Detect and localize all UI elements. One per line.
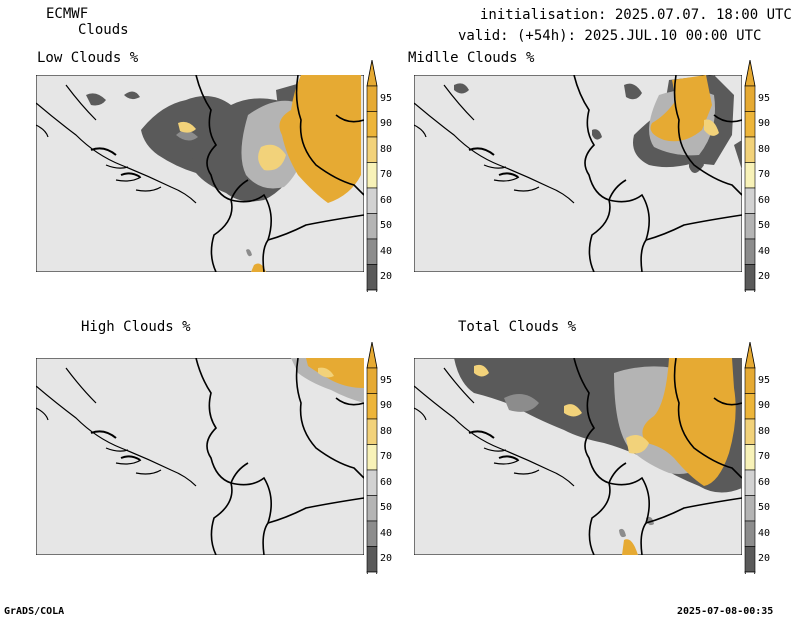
model-name: ECMWF (46, 6, 89, 22)
colorbar-label: 60 (380, 194, 393, 206)
colorbar-label: 70 (380, 169, 393, 181)
panel-title-total: Total Clouds % (458, 319, 577, 335)
panel-title-high: High Clouds % (81, 319, 191, 335)
colorbar-label: 70 (380, 451, 393, 463)
colorbar-label: 20 (758, 553, 771, 565)
colorbar-under-triangle (744, 289, 756, 315)
colorbar-label: 40 (380, 245, 393, 257)
colorbar-segment (744, 238, 756, 265)
init-time: initialisation: 2025.07.07. 18:00 UTC (480, 7, 792, 23)
colorbar-segment (366, 85, 378, 112)
colorbar-label: 95 (380, 374, 393, 386)
colorbar-segment (366, 367, 378, 394)
map-total-svg (414, 358, 742, 555)
colorbar-label: 50 (758, 502, 771, 514)
map-total-clouds (414, 358, 742, 555)
colorbar-label: 20 (758, 271, 771, 283)
colorbar-segment (366, 264, 378, 291)
colorbar-segment (366, 238, 378, 265)
colorbar-segment (744, 213, 756, 240)
map-low-svg (36, 75, 364, 272)
colorbar-segment (366, 546, 378, 573)
colorbar-label: 95 (758, 92, 771, 104)
colorbar-segment (744, 469, 756, 496)
colorbar-over-triangle (744, 59, 756, 87)
colorbar-segment (366, 136, 378, 163)
colorbar-top-right: 95 90 80 70 60 50 40 20 (744, 59, 780, 315)
colorbar-segment (744, 546, 756, 573)
colorbar-label: 90 (380, 400, 393, 412)
colorbar-label: 90 (758, 118, 771, 130)
colorbar-svg (744, 59, 756, 315)
colorbar-segment (744, 264, 756, 291)
colorbar-label: 90 (758, 400, 771, 412)
footer-timestamp: 2025-07-08-00:35 (677, 606, 774, 617)
colorbar-segment (744, 162, 756, 189)
colorbar-label: 40 (758, 527, 771, 539)
colorbar-segment (366, 187, 378, 214)
colorbar-segment (744, 187, 756, 214)
product-name: Clouds (78, 22, 129, 38)
colorbar-bottom-right: 95 90 80 70 60 50 40 20 (744, 341, 780, 597)
colorbar-under-triangle (744, 571, 756, 597)
colorbar-segment (366, 393, 378, 420)
colorbar-label: 90 (380, 118, 393, 130)
colorbar-segment (744, 495, 756, 522)
panel-title-low: Low Clouds % (37, 50, 139, 66)
colorbar-segment (744, 418, 756, 445)
colorbar-label: 70 (758, 451, 771, 463)
colorbar-over-triangle (744, 341, 756, 369)
colorbar-segment (366, 418, 378, 445)
colorbar-segment (366, 520, 378, 547)
map-middle-svg (414, 75, 742, 272)
colorbar-label: 20 (380, 271, 393, 283)
colorbar-label: 50 (380, 220, 393, 232)
map-high-svg (36, 358, 364, 555)
colorbar-segment (366, 495, 378, 522)
colorbar-under-triangle (366, 289, 378, 315)
colorbar-segment (744, 444, 756, 471)
colorbar-under-triangle (366, 571, 378, 597)
colorbar-top-left: 95 90 80 70 60 50 40 20 (366, 59, 402, 315)
colorbar-label: 95 (758, 374, 771, 386)
colorbar-label: 50 (758, 220, 771, 232)
colorbar-segment (744, 367, 756, 394)
colorbar-segment (366, 444, 378, 471)
panel-title-middle: Midlle Clouds % (408, 50, 535, 66)
colorbar-segment (744, 136, 756, 163)
colorbar-segment (744, 111, 756, 138)
colorbar-label: 60 (380, 476, 393, 488)
colorbar-label: 80 (758, 425, 771, 437)
colorbar-segment (744, 520, 756, 547)
colorbar-label: 60 (758, 476, 771, 488)
colorbar-label: 40 (380, 527, 393, 539)
colorbar-label: 60 (758, 194, 771, 206)
colorbar-label: 80 (380, 425, 393, 437)
map-middle-clouds (414, 75, 742, 272)
colorbar-label: 95 (380, 92, 393, 104)
colorbar-label: 20 (380, 553, 393, 565)
colorbar-segment (366, 111, 378, 138)
colorbar-bottom-left: 95 90 80 70 60 50 40 20 (366, 341, 402, 597)
colorbar-label: 80 (380, 143, 393, 155)
colorbar-label: 50 (380, 502, 393, 514)
map-high-clouds (36, 358, 364, 555)
colorbar-over-triangle (366, 59, 378, 87)
colorbar-segment (744, 393, 756, 420)
colorbar-label: 70 (758, 169, 771, 181)
colorbar-segment (366, 213, 378, 240)
colorbar-segment (366, 162, 378, 189)
colorbar-over-triangle (366, 341, 378, 369)
colorbar-segment (744, 85, 756, 112)
colorbar-label: 40 (758, 245, 771, 257)
colorbar-label: 80 (758, 143, 771, 155)
valid-time: valid: (+54h): 2025.JUL.10 00:00 UTC (458, 28, 762, 44)
footer-software: GrADS/COLA (4, 606, 65, 617)
colorbar-segment (366, 469, 378, 496)
map-low-clouds (36, 75, 364, 272)
